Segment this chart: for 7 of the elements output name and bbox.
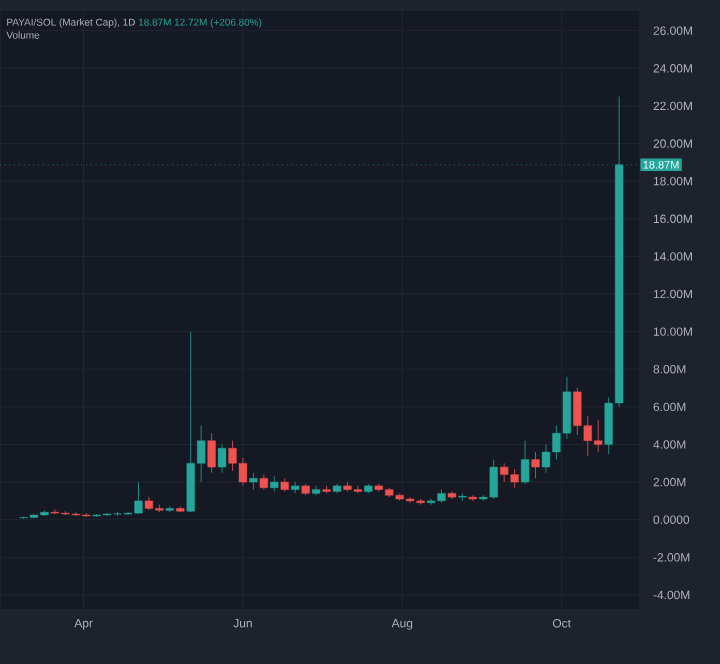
candlestick: [520, 440, 530, 485]
candlestick: [249, 472, 258, 491]
candlestick: [458, 492, 467, 502]
candlestick: [447, 491, 457, 500]
candlestick: [207, 432, 216, 474]
candlestick: [217, 444, 227, 474]
candlestick: [531, 451, 540, 479]
